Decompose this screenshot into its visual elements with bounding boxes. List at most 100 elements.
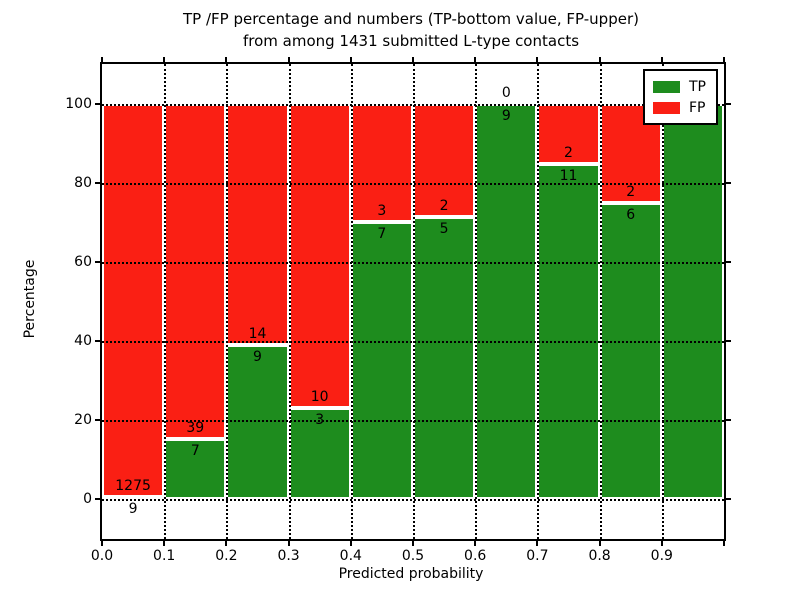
tp-count-label: 7 (377, 226, 387, 243)
x-tick-bottom (536, 539, 539, 546)
tp-count-label: 3 (315, 412, 325, 429)
x-tick-top (474, 57, 477, 64)
x-gridline (413, 64, 415, 539)
fp-count-label: 2 (626, 183, 636, 200)
x-tick-bottom (163, 539, 166, 546)
bar-tp-segment (288, 408, 351, 500)
y-tick-left (95, 340, 102, 343)
x-tick-top (101, 57, 103, 64)
y-tick-left (95, 181, 102, 184)
y-tick-label: 80 (74, 174, 92, 191)
y-tick-label: 60 (74, 253, 92, 270)
y-tick-right (724, 340, 731, 343)
x-tick-label: 0.7 (526, 548, 549, 564)
x-gridline (599, 64, 602, 539)
chart-title-line2: from among 1431 submitted L-type contact… (242, 32, 580, 50)
legend-swatch-fp-icon (653, 101, 680, 114)
x-tick-top (287, 57, 290, 64)
fp-count-label: 14 (248, 325, 267, 342)
bar-tp-segment (413, 216, 476, 500)
legend-label-tp: TP (689, 78, 706, 95)
x-tick-label: 0.1 (153, 548, 176, 564)
y-tick-right (724, 498, 731, 501)
x-gridline (537, 64, 540, 539)
bar-fp-segment (413, 103, 476, 217)
bar-fp-segment (102, 103, 165, 497)
x-tick-label: 0.5 (401, 548, 425, 564)
x-tick-bottom (723, 539, 725, 546)
x-tick-label: 0.2 (215, 548, 238, 564)
fp-count-label: 2 (564, 145, 573, 162)
x-tick-label: 0.9 (650, 548, 673, 564)
x-tick-top (660, 57, 663, 64)
y-axis-label: Percentage (22, 259, 38, 339)
chart-title-line1: TP /FP percentage and numbers (TP-bottom… (183, 10, 639, 28)
tp-count-label: 5 (439, 220, 449, 237)
y-tick-right (724, 102, 731, 105)
tp-count-label: 11 (559, 168, 578, 185)
x-tick-bottom (225, 539, 228, 546)
x-gridline (288, 64, 291, 539)
y-tick-right (724, 260, 731, 263)
y-tick-left (95, 419, 102, 422)
tp-count-label: 9 (253, 348, 262, 365)
y-tick-left (95, 498, 102, 501)
y-tick-right (724, 181, 731, 184)
x-tick-label: 0.3 (277, 548, 300, 564)
x-tick-bottom (349, 539, 352, 546)
x-tick-top (536, 57, 539, 64)
x-tick-top (225, 57, 228, 64)
fp-count-label: 10 (310, 389, 329, 406)
legend: TP FP (643, 69, 718, 125)
x-gridline (226, 64, 229, 539)
x-tick-label: 0.6 (464, 548, 487, 564)
tp-count-label: 6 (626, 206, 636, 223)
chart-title: TP /FP percentage and numbers (TP-bottom… (100, 8, 722, 52)
fp-count-label: 3 (377, 203, 387, 220)
y-tick-left (95, 102, 102, 105)
legend-swatch-tp-icon (653, 80, 680, 93)
x-tick-bottom (287, 539, 290, 546)
bar-fp-segment (350, 103, 413, 223)
legend-entry-fp: FP (653, 97, 706, 118)
fp-count-label: 39 (186, 420, 205, 437)
x-gridline (164, 64, 167, 539)
bar-fp-segment (226, 103, 289, 345)
x-gridline (475, 64, 478, 539)
y-tick-left (95, 260, 102, 263)
y-tick-label: 20 (74, 412, 92, 429)
bar-tp-segment (350, 222, 413, 500)
x-tick-label: 0.8 (588, 548, 611, 564)
x-tick-label: 0.0 (90, 548, 114, 564)
x-tick-bottom (474, 539, 477, 546)
x-gridline (661, 64, 664, 539)
x-tick-bottom (660, 539, 663, 546)
x-tick-bottom (101, 539, 103, 546)
bar-fp-segment (288, 103, 351, 409)
x-tick-top (349, 57, 352, 64)
x-tick-label: 0.4 (339, 548, 362, 564)
plot-area: 0 20 40 60 80 100 0.0 0.1 0.2 0.3 0.4 0.5 0.6 0.7 0.8 0… (65, 57, 731, 564)
x-tick-bottom (412, 539, 414, 546)
legend-entry-tp: TP (653, 76, 706, 97)
x-axis-label: Predicted probability (338, 566, 484, 582)
bar-tp-segment (661, 103, 724, 500)
bar-fp-segment (164, 103, 227, 440)
bar-tp-segment (537, 164, 600, 500)
y-tick-label: 40 (74, 333, 92, 350)
tp-count-label: 9 (501, 107, 511, 124)
x-gridline (350, 64, 353, 539)
x-tick-top (723, 57, 725, 64)
fp-count-label: 2 (439, 197, 449, 214)
fp-count-label: 0 (501, 84, 511, 101)
x-tick-bottom (598, 539, 601, 546)
tp-count-label: 7 (190, 443, 200, 460)
bar-tp-segment (599, 202, 662, 500)
y-tick-label: 0 (83, 491, 92, 508)
fp-count-label: 1275 (115, 477, 151, 494)
y-tick-right (724, 419, 731, 422)
x-tick-top (598, 57, 601, 64)
x-tick-top (163, 57, 166, 64)
bar-tp-segment (475, 103, 538, 500)
